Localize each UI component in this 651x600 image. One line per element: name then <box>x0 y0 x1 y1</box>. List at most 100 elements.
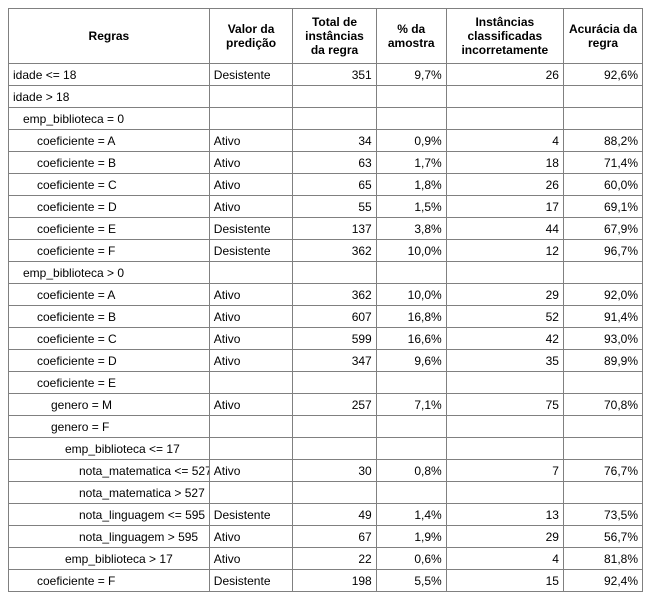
cell-total: 347 <box>293 350 376 372</box>
cell-accuracy: 81,8% <box>563 548 642 570</box>
cell-total: 607 <box>293 306 376 328</box>
cell-total <box>293 108 376 130</box>
cell-prediction <box>209 416 292 438</box>
cell-percent: 10,0% <box>376 284 446 306</box>
cell-total: 351 <box>293 64 376 86</box>
cell-rule: coeficiente = B <box>9 152 210 174</box>
cell-percent: 5,5% <box>376 570 446 592</box>
cell-percent <box>376 482 446 504</box>
table-row: coeficiente = BAtivo631,7%1871,4% <box>9 152 643 174</box>
cell-accuracy <box>563 482 642 504</box>
table-row: coeficiente = FDesistente36210,0%1296,7% <box>9 240 643 262</box>
cell-rule: idade <= 18 <box>9 64 210 86</box>
cell-incorrect: 29 <box>446 284 563 306</box>
cell-prediction <box>209 438 292 460</box>
cell-rule: coeficiente = D <box>9 350 210 372</box>
cell-prediction: Ativo <box>209 350 292 372</box>
cell-total: 362 <box>293 284 376 306</box>
table-row: coeficiente = FDesistente1985,5%1592,4% <box>9 570 643 592</box>
cell-incorrect <box>446 372 563 394</box>
cell-incorrect: 7 <box>446 460 563 482</box>
cell-total <box>293 262 376 284</box>
cell-prediction: Ativo <box>209 174 292 196</box>
table-row: coeficiente = E <box>9 372 643 394</box>
cell-prediction: Desistente <box>209 64 292 86</box>
table-row: emp_biblioteca > 17Ativo220,6%481,8% <box>9 548 643 570</box>
cell-accuracy: 88,2% <box>563 130 642 152</box>
cell-percent <box>376 108 446 130</box>
cell-prediction: Ativo <box>209 526 292 548</box>
table-row: coeficiente = CAtivo651,8%2660,0% <box>9 174 643 196</box>
cell-prediction <box>209 86 292 108</box>
cell-incorrect: 35 <box>446 350 563 372</box>
cell-rule: coeficiente = B <box>9 306 210 328</box>
cell-percent: 10,0% <box>376 240 446 262</box>
cell-incorrect <box>446 416 563 438</box>
cell-percent: 1,9% <box>376 526 446 548</box>
cell-accuracy: 96,7% <box>563 240 642 262</box>
cell-accuracy: 56,7% <box>563 526 642 548</box>
cell-incorrect: 4 <box>446 548 563 570</box>
cell-prediction: Ativo <box>209 460 292 482</box>
cell-incorrect: 44 <box>446 218 563 240</box>
cell-rule: nota_linguagem > 595 <box>9 526 210 548</box>
cell-incorrect: 29 <box>446 526 563 548</box>
cell-rule: coeficiente = A <box>9 130 210 152</box>
cell-rule: coeficiente = C <box>9 174 210 196</box>
cell-rule: coeficiente = F <box>9 240 210 262</box>
cell-total: 49 <box>293 504 376 526</box>
col-header-incorrect: Instâncias classificadas incorretamente <box>446 9 563 64</box>
table-row: idade <= 18Desistente3519,7%2692,6% <box>9 64 643 86</box>
cell-incorrect <box>446 482 563 504</box>
cell-total: 34 <box>293 130 376 152</box>
cell-percent: 16,6% <box>376 328 446 350</box>
cell-percent: 7,1% <box>376 394 446 416</box>
table-row: nota_matematica <= 527Ativo300,8%776,7% <box>9 460 643 482</box>
table-row: coeficiente = DAtivo3479,6%3589,9% <box>9 350 643 372</box>
cell-accuracy: 91,4% <box>563 306 642 328</box>
cell-percent: 1,7% <box>376 152 446 174</box>
cell-incorrect: 12 <box>446 240 563 262</box>
cell-accuracy: 92,6% <box>563 64 642 86</box>
cell-prediction: Desistente <box>209 504 292 526</box>
cell-accuracy: 60,0% <box>563 174 642 196</box>
cell-incorrect: 13 <box>446 504 563 526</box>
cell-incorrect: 15 <box>446 570 563 592</box>
cell-incorrect: 26 <box>446 64 563 86</box>
cell-rule: nota_matematica > 527 <box>9 482 210 504</box>
cell-accuracy: 71,4% <box>563 152 642 174</box>
cell-percent: 0,6% <box>376 548 446 570</box>
cell-total: 362 <box>293 240 376 262</box>
cell-accuracy <box>563 438 642 460</box>
cell-accuracy <box>563 108 642 130</box>
cell-prediction <box>209 372 292 394</box>
cell-incorrect <box>446 86 563 108</box>
cell-percent: 3,8% <box>376 218 446 240</box>
cell-total: 55 <box>293 196 376 218</box>
cell-total: 257 <box>293 394 376 416</box>
cell-prediction: Ativo <box>209 152 292 174</box>
cell-accuracy: 92,4% <box>563 570 642 592</box>
cell-percent: 1,4% <box>376 504 446 526</box>
cell-total: 22 <box>293 548 376 570</box>
col-header-regras: Regras <box>9 9 210 64</box>
table-row: emp_biblioteca > 0 <box>9 262 643 284</box>
col-header-predicao: Valor da predição <box>209 9 292 64</box>
table-row: emp_biblioteca = 0 <box>9 108 643 130</box>
cell-rule: emp_biblioteca > 0 <box>9 262 210 284</box>
cell-incorrect: 26 <box>446 174 563 196</box>
cell-prediction <box>209 108 292 130</box>
cell-rule: coeficiente = E <box>9 372 210 394</box>
cell-rule: coeficiente = D <box>9 196 210 218</box>
cell-prediction: Desistente <box>209 570 292 592</box>
table-row: nota_linguagem > 595Ativo671,9%2956,7% <box>9 526 643 548</box>
cell-total <box>293 438 376 460</box>
cell-percent <box>376 86 446 108</box>
table-row: emp_biblioteca <= 17 <box>9 438 643 460</box>
cell-rule: genero = M <box>9 394 210 416</box>
cell-prediction: Ativo <box>209 548 292 570</box>
table-row: genero = F <box>9 416 643 438</box>
cell-percent <box>376 416 446 438</box>
cell-accuracy <box>563 86 642 108</box>
cell-prediction <box>209 262 292 284</box>
